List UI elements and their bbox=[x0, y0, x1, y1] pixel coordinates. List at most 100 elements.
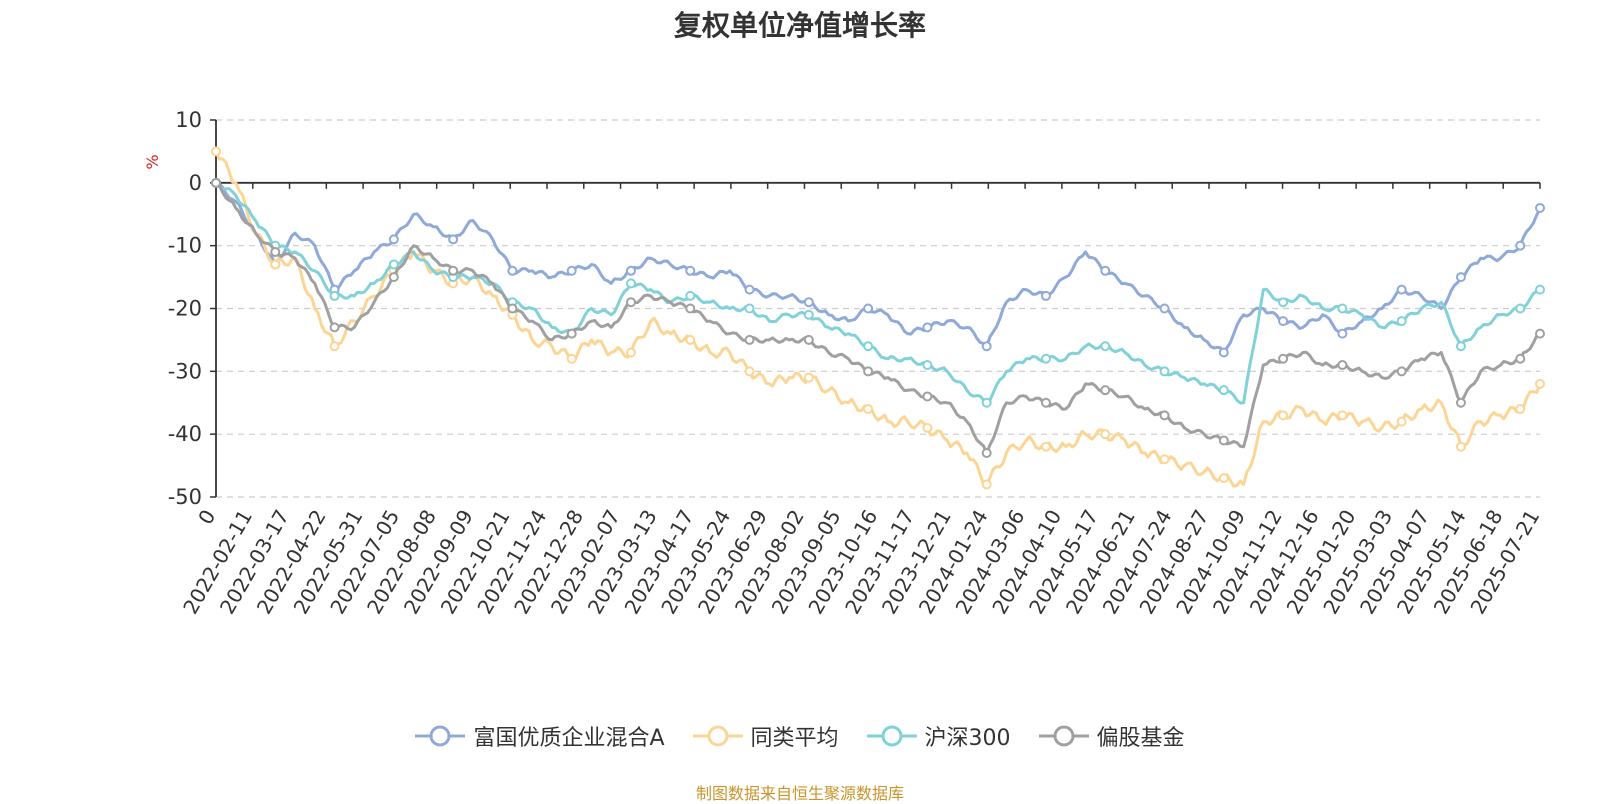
series-marker-3 bbox=[1515, 353, 1526, 364]
series-marker-2 bbox=[329, 290, 340, 301]
legend: 富国优质企业混合A 同类平均 沪深300 偏股基金 bbox=[0, 720, 1600, 752]
y-tick-label: 10 bbox=[175, 108, 202, 132]
legend-item[interactable]: 同类平均 bbox=[692, 720, 839, 752]
y-tick-label: -50 bbox=[168, 485, 202, 509]
series-marker-0 bbox=[1396, 284, 1407, 295]
series-marker-0 bbox=[863, 303, 874, 314]
series-marker-0 bbox=[1455, 272, 1466, 283]
line-chart: 100-10-20-30-40-50%02022-02-112022-03-17… bbox=[143, 108, 1545, 618]
series-marker-2 bbox=[803, 309, 814, 320]
series-marker-2 bbox=[1159, 366, 1170, 377]
series-marker-0 bbox=[744, 284, 755, 295]
series-marker-0 bbox=[1515, 240, 1526, 251]
legend-item[interactable]: 富国优质企业混合A bbox=[415, 720, 665, 752]
series-marker-2 bbox=[1337, 303, 1348, 314]
series-marker-0 bbox=[685, 265, 696, 276]
series-marker-0 bbox=[388, 234, 399, 245]
series-marker-3 bbox=[922, 391, 933, 402]
series-marker-3 bbox=[1040, 397, 1051, 408]
series-marker-3 bbox=[1396, 366, 1407, 377]
source-note: 制图数据来自恒生聚源数据库 bbox=[695, 784, 904, 803]
series-marker-0 bbox=[922, 322, 933, 333]
series-marker-0 bbox=[1278, 316, 1289, 327]
series-marker-2 bbox=[1100, 341, 1111, 352]
series-marker-1 bbox=[1535, 378, 1545, 389]
chart-title: 复权单位净值增长率 bbox=[673, 9, 926, 42]
y-axis-label: % bbox=[143, 154, 162, 169]
series-marker-0 bbox=[625, 265, 636, 276]
series-marker-2 bbox=[1218, 385, 1229, 396]
series-marker-2 bbox=[1278, 297, 1289, 308]
series-marker-1 bbox=[1396, 416, 1407, 427]
series-marker-3 bbox=[566, 328, 577, 339]
y-tick-label: -40 bbox=[168, 422, 202, 446]
series-marker-1 bbox=[1455, 441, 1466, 452]
series-marker-1 bbox=[744, 366, 755, 377]
y-tick-label: -30 bbox=[168, 359, 202, 383]
series-marker-1 bbox=[803, 372, 814, 383]
y-tick-label: -10 bbox=[168, 234, 202, 258]
series-marker-3 bbox=[1455, 397, 1466, 408]
series-marker-1 bbox=[685, 334, 696, 345]
series-marker-1 bbox=[1100, 429, 1111, 440]
y-tick-label: -20 bbox=[168, 297, 202, 321]
series-marker-1 bbox=[981, 479, 992, 490]
series-line-2 bbox=[214, 181, 1541, 405]
y-tick-label: 0 bbox=[189, 171, 202, 195]
series-marker-0 bbox=[1040, 290, 1051, 301]
series-marker-3 bbox=[270, 246, 281, 257]
series-marker-1 bbox=[566, 353, 577, 364]
series-marker-0 bbox=[1100, 265, 1111, 276]
series-marker-2 bbox=[625, 278, 636, 289]
series-marker-2 bbox=[388, 259, 399, 270]
series-marker-1 bbox=[1159, 454, 1170, 465]
series-marker-0 bbox=[981, 341, 992, 352]
series-marker-2 bbox=[922, 360, 933, 371]
legend-item[interactable]: 沪深300 bbox=[866, 720, 1011, 752]
series-marker-0 bbox=[1337, 328, 1348, 339]
series-marker-0 bbox=[1535, 202, 1545, 213]
legend-label: 沪深300 bbox=[924, 726, 1011, 751]
legend-label: 富国优质企业混合A bbox=[473, 726, 665, 751]
series-marker-3 bbox=[1218, 435, 1229, 446]
series-marker-0 bbox=[803, 297, 814, 308]
series-marker-0 bbox=[1218, 347, 1229, 358]
legend-swatch-icon bbox=[866, 725, 917, 747]
series-marker-3 bbox=[448, 265, 459, 276]
series-marker-1 bbox=[1218, 473, 1229, 484]
series-marker-3 bbox=[1535, 328, 1545, 339]
legend-label: 偏股基金 bbox=[1096, 726, 1185, 751]
x-tick-label: 0 bbox=[193, 506, 220, 529]
legend-swatch-icon bbox=[1038, 725, 1089, 747]
series-marker-3 bbox=[1278, 353, 1289, 364]
series-marker-1 bbox=[1337, 410, 1348, 421]
series-marker-3 bbox=[685, 303, 696, 314]
series-marker-3 bbox=[507, 303, 518, 314]
series-marker-3 bbox=[803, 334, 814, 345]
series-marker-1 bbox=[625, 347, 636, 358]
legend-swatch-icon bbox=[692, 725, 743, 747]
series-marker-0 bbox=[507, 265, 518, 276]
series-marker-2 bbox=[685, 290, 696, 301]
legend-item[interactable]: 偏股基金 bbox=[1038, 720, 1185, 752]
series-marker-3 bbox=[388, 272, 399, 283]
series-marker-2 bbox=[1455, 341, 1466, 352]
series-marker-2 bbox=[1535, 284, 1545, 295]
series-marker-2 bbox=[1396, 316, 1407, 327]
series-marker-1 bbox=[1278, 410, 1289, 421]
series-marker-3 bbox=[1337, 360, 1348, 371]
series-marker-2 bbox=[1515, 303, 1526, 314]
series-line-3 bbox=[215, 181, 1541, 455]
series-marker-2 bbox=[1040, 353, 1051, 364]
series-marker-3 bbox=[863, 366, 874, 377]
series-line-0 bbox=[215, 181, 1542, 354]
series-line-1 bbox=[214, 150, 1542, 488]
series-marker-2 bbox=[744, 303, 755, 314]
series-marker-0 bbox=[448, 234, 459, 245]
series-marker-3 bbox=[1159, 410, 1170, 421]
series-marker-3 bbox=[211, 177, 221, 188]
series-marker-2 bbox=[863, 341, 874, 352]
series-marker-3 bbox=[625, 297, 636, 308]
series-marker-0 bbox=[566, 265, 577, 276]
series-marker-3 bbox=[329, 322, 340, 333]
